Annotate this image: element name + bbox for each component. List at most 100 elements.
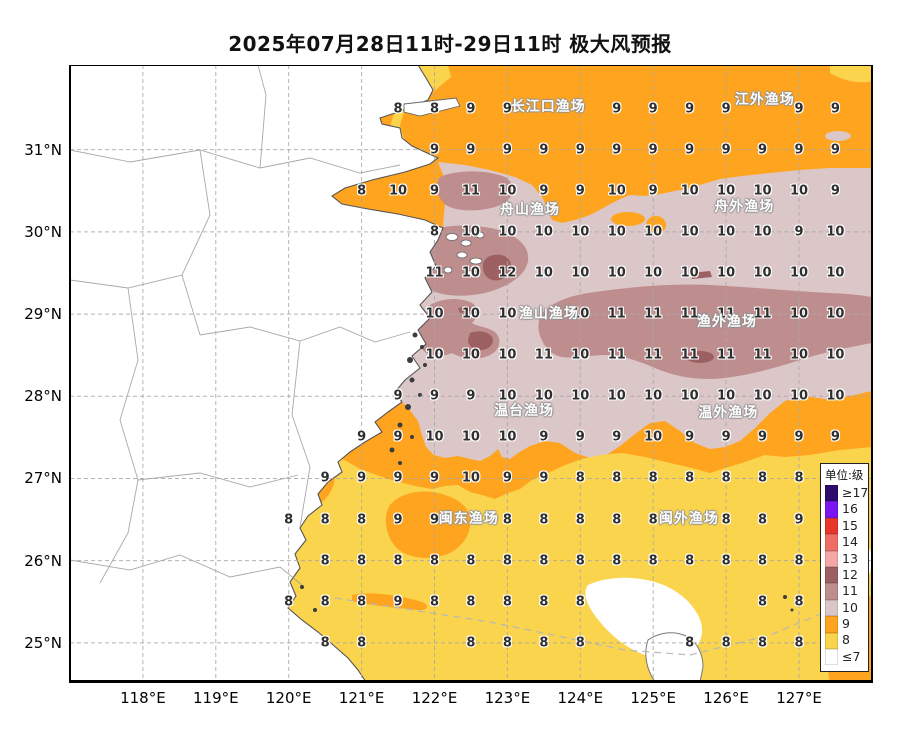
- wind-value: 9: [758, 429, 768, 445]
- wind-value: 9: [393, 512, 403, 528]
- wind-value: 8: [429, 553, 440, 569]
- wind-value: 10: [461, 306, 480, 322]
- wind-value: 8: [685, 635, 695, 651]
- wind-value: 9: [685, 101, 695, 117]
- fishing-ground-label: 温台渔场: [494, 403, 555, 420]
- map-artwork: [70, 65, 872, 682]
- wind-region-level12-spot2: [468, 331, 493, 351]
- x-tick-label: 118°E: [120, 689, 166, 707]
- wind-value: 8: [721, 553, 731, 569]
- map-border-top: [70, 65, 872, 66]
- y-tick-label: 25°N: [24, 633, 62, 652]
- legend-color-swatch: [825, 566, 838, 584]
- wind-value: 8: [429, 224, 440, 240]
- y-tick-label: 29°N: [24, 305, 62, 324]
- wind-value: 10: [461, 347, 480, 363]
- wind-value: 10: [717, 224, 736, 240]
- wind-value: 8: [539, 594, 549, 610]
- y-tick-label: 31°N: [24, 140, 62, 159]
- legend-item-label: 8: [842, 632, 850, 648]
- wind-value: 8: [648, 512, 658, 528]
- island-specks: [300, 332, 794, 612]
- wind-value: 10: [389, 183, 408, 199]
- wind-value: 8: [575, 635, 585, 651]
- wind-value: 10: [753, 388, 772, 404]
- wind-value: 10: [680, 183, 699, 199]
- wind-value: 10: [498, 347, 517, 363]
- legend-color-swatch: [825, 485, 838, 502]
- x-tick-label: 124°E: [557, 689, 604, 707]
- wind-value: 8: [575, 512, 585, 528]
- wind-value: 10: [789, 388, 809, 404]
- wind-value: 10: [571, 306, 590, 322]
- wind-value: 10: [498, 224, 517, 240]
- wind-value: 9: [830, 183, 840, 199]
- wind-value: 10: [461, 224, 480, 240]
- wind-value: 8: [320, 553, 330, 569]
- orange-patch-mindong: [385, 491, 471, 558]
- wind-value: 9: [685, 429, 695, 445]
- wind-value: 10: [534, 224, 553, 240]
- legend-color-swatch: [825, 599, 838, 617]
- wind-value: 9: [612, 429, 622, 445]
- fishing-ground-label: 渔山渔场: [518, 306, 579, 323]
- wind-value: 9: [539, 470, 549, 486]
- legend-item: ≤7: [825, 648, 868, 666]
- legend-item: 16: [825, 501, 868, 518]
- map-border-bottom: [69, 680, 873, 683]
- wind-value: 9: [429, 512, 440, 528]
- y-tick-label: 28°N: [24, 387, 62, 406]
- legend-item-label: 10: [842, 599, 858, 615]
- wind-value: 9: [539, 429, 549, 445]
- wind-value: 8: [466, 635, 476, 651]
- wind-value: 11: [534, 347, 553, 363]
- legend-item-label: 9: [842, 616, 850, 632]
- wind-value: 8: [758, 594, 768, 610]
- fishing-ground-label: 温外渔场: [698, 404, 759, 421]
- legend-item: ≥17: [825, 485, 868, 502]
- wind-value: 10: [644, 388, 663, 404]
- wind-value: 8: [575, 470, 585, 486]
- wind-value: 8: [502, 594, 512, 610]
- wind-value: 8: [357, 594, 367, 610]
- wind-value: 8: [429, 594, 440, 610]
- fishing-ground-label: 舟山渔场: [499, 201, 560, 218]
- wind-value: 9: [429, 142, 440, 158]
- wind-value: 12: [498, 265, 517, 281]
- x-tick-label: 125°E: [630, 689, 676, 707]
- wind-value: 9: [539, 142, 549, 158]
- wind-value: 9: [794, 224, 804, 240]
- fishing-ground-label: 舟外渔场: [714, 199, 775, 216]
- wind-value: 11: [607, 306, 626, 322]
- wind-value: 8: [685, 470, 695, 486]
- orange-pocket-2: [646, 216, 666, 234]
- wind-value: 8: [502, 512, 512, 528]
- legend-item: 8: [825, 632, 868, 649]
- wind-region-level12-spot5: [686, 351, 714, 363]
- wind-value: 9: [393, 388, 403, 404]
- wind-value: 10: [607, 265, 626, 281]
- wind-value: 9: [429, 183, 440, 199]
- wind-value: 8: [721, 635, 731, 651]
- x-tick-label: 119°E: [192, 689, 239, 707]
- wind-value: 10: [498, 429, 517, 445]
- wind-value: 9: [539, 183, 549, 199]
- wind-value: 9: [830, 142, 840, 158]
- y-tick-label: 27°N: [24, 469, 62, 488]
- wind-value: 9: [758, 142, 768, 158]
- wind-value: 8: [284, 594, 294, 610]
- wind-value: 9: [794, 101, 804, 117]
- wind-value: 10: [571, 388, 590, 404]
- wind-value: 9: [357, 470, 367, 486]
- wind-value: 9: [794, 512, 804, 528]
- wind-value: 11: [753, 306, 772, 322]
- wind-value: 9: [502, 470, 512, 486]
- wind-value: 8: [721, 470, 731, 486]
- x-tick-label: 123°E: [484, 689, 531, 707]
- wind-value: 9: [575, 183, 585, 199]
- degree-gridlines: [70, 65, 872, 682]
- pink-dash-ne: [825, 131, 851, 141]
- legend-item-label: 15: [842, 517, 858, 533]
- wind-value: 9: [502, 142, 512, 158]
- wind-value: 8: [320, 512, 330, 528]
